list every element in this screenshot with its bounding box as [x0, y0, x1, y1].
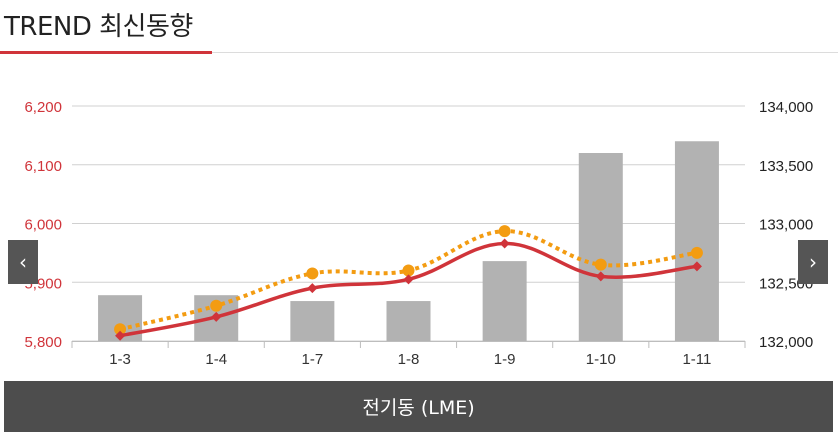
y-left-tick-label: 6,000: [24, 217, 62, 234]
x-tick-label: 1-7: [302, 351, 324, 368]
dotted-point: [306, 267, 319, 280]
bar: [674, 141, 719, 341]
bar: [290, 301, 335, 341]
y-right-tick-label: 133,000: [759, 217, 813, 234]
x-tick-label: 1-3: [109, 351, 131, 368]
header-accent-bar: [0, 51, 212, 54]
bar: [578, 153, 623, 341]
header: TREND 최신동향: [0, 0, 838, 60]
dotted-point: [114, 323, 127, 336]
x-tick-label: 1-10: [586, 351, 616, 368]
x-tick-label: 1-8: [398, 351, 420, 368]
prev-button[interactable]: ‹: [8, 240, 38, 284]
trend-chart: 6,2006,1006,0005,9005,800134,000133,5001…: [24, 99, 813, 368]
bar: [482, 261, 527, 341]
solid-point: [691, 261, 702, 272]
solid-point: [307, 283, 318, 294]
dotted-point: [690, 246, 703, 259]
y-left-tick-label: 5,800: [24, 334, 62, 351]
dotted-point: [402, 264, 415, 277]
solid-point: [115, 330, 126, 341]
chevron-right-icon: ›: [809, 250, 817, 274]
next-button[interactable]: ›: [798, 240, 828, 284]
bar: [386, 301, 431, 341]
x-tick-label: 1-11: [682, 351, 711, 368]
y-right-tick-label: 133,500: [759, 158, 813, 175]
y-right-tick-label: 132,000: [759, 334, 813, 351]
dotted-point: [498, 225, 511, 238]
x-tick-label: 1-9: [494, 351, 516, 368]
chart-caption: 전기동 (LME): [362, 397, 475, 419]
solid-point: [211, 311, 222, 322]
solid-point: [403, 274, 414, 285]
dotted-point: [594, 258, 607, 271]
y-left-tick-label: 6,100: [24, 158, 62, 175]
y-right-tick-label: 134,000: [759, 99, 813, 116]
solid-point: [595, 271, 606, 282]
y-left-tick-label: 6,200: [24, 99, 62, 116]
dotted-point: [210, 299, 223, 312]
x-tick-label: 1-4: [205, 351, 227, 368]
solid-point: [499, 238, 510, 249]
chevron-left-icon: ‹: [19, 250, 27, 274]
header-divider: [0, 52, 838, 53]
page-title: TREND 최신동향: [4, 12, 193, 42]
chart-caption-bar: 전기동 (LME): [4, 381, 833, 432]
